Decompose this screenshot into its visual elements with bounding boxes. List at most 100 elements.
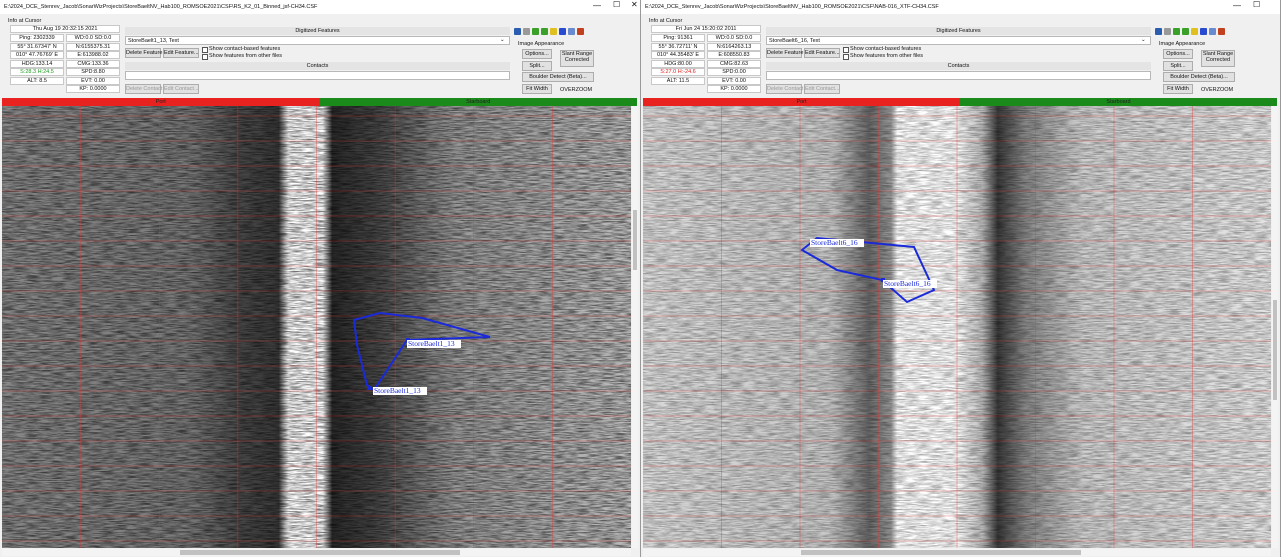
overzoom-label: OVERZOOM: [1201, 86, 1233, 94]
toolbar-icon[interactable]: [1218, 28, 1225, 35]
fit-width-button[interactable]: Fit Width: [522, 84, 552, 94]
info-date: Thu Aug 19 20:32:15 2021: [10, 25, 120, 33]
boulder-detect-button[interactable]: Boulder Detect (Beta)...: [1163, 72, 1235, 82]
features-header: Digitized Features: [766, 27, 1151, 35]
contact-dropdown[interactable]: [125, 71, 510, 80]
info-field: Ping: 2302339: [10, 34, 64, 42]
info-field: SPD:8.80: [66, 68, 120, 76]
info-date: Fri Jun 24 15:20:02 2011: [651, 25, 761, 33]
info-field: N:6164263.13: [707, 43, 761, 51]
info-field: CMG:133.36: [66, 60, 120, 68]
scroll-thumb[interactable]: [1273, 300, 1277, 400]
dropdown-arrow: ⌄: [1141, 36, 1146, 44]
info-field: ALT: 8.5: [10, 77, 64, 85]
minimize-button[interactable]: —: [593, 2, 601, 10]
options-button[interactable]: Options...: [522, 49, 552, 59]
window: E:\2024_DCE_Stenrev_Jacob\SonarWizProjec…: [0, 0, 641, 557]
info-field: S:27.0 H:-24.6: [651, 68, 705, 76]
info-field: 55° 31.67347' N: [10, 43, 64, 51]
checkbox[interactable]: [843, 47, 849, 53]
fit-width-button[interactable]: Fit Width: [1163, 84, 1193, 94]
info-field: KP: 0.0000: [707, 85, 761, 93]
info-label: Info at Cursor: [8, 17, 41, 25]
info-field: HDG:80.00: [651, 60, 705, 68]
split-button[interactable]: Split...: [1163, 61, 1193, 71]
scroll-thumb[interactable]: [180, 550, 460, 555]
appearance-label: Image Appearance: [1159, 40, 1205, 48]
delete-contact-button[interactable]: Delete Contact: [766, 84, 802, 94]
info-label: Info at Cursor: [649, 17, 682, 25]
info-field: 55° 36.72711' N: [651, 43, 705, 51]
appearance-label: Image Appearance: [518, 40, 564, 48]
toolbar-icon[interactable]: [514, 28, 521, 35]
info-field: WD:0.0 SD:0.0: [66, 34, 120, 42]
close-button[interactable]: ✕: [631, 1, 638, 9]
sonar-image[interactable]: StoreBaelt6_16 StoreBaelt6_16: [643, 106, 1271, 548]
toolbar-icon[interactable]: [523, 28, 530, 35]
checkbox-label: Show features from other files: [850, 52, 923, 60]
window-title: E:\2024_DCE_Stenrev_Jacob\SonarWizProjec…: [4, 3, 317, 11]
features-header: Digitized Features: [125, 27, 510, 35]
checkbox-label: Show features from other files: [209, 52, 282, 60]
window-title: E:\2024_DCE_Stenrev_Jacob\SonarWizProjec…: [645, 3, 939, 11]
info-field: EVT: 0.00: [66, 77, 120, 85]
boulder-detect-button[interactable]: Boulder Detect (Beta)...: [522, 72, 594, 82]
starboard-label: Starboard: [320, 98, 638, 106]
info-field: 010° 44.35483' E: [651, 51, 705, 59]
slant-range-button[interactable]: Slant Range Corrected: [1201, 50, 1235, 67]
maximize-button[interactable]: ☐: [613, 1, 620, 9]
port-label: Port: [643, 98, 960, 106]
scroll-thumb[interactable]: [633, 210, 637, 270]
contacts-header: Contacts: [766, 62, 1151, 70]
toolbar-icon[interactable]: [550, 28, 557, 35]
delete-feature-button[interactable]: Delete Feature: [125, 48, 161, 58]
slant-range-button[interactable]: Slant Range Corrected: [560, 50, 594, 67]
checkbox[interactable]: [202, 54, 208, 60]
window: E:\2024_DCE_Stenrev_Jacob\SonarWizProjec…: [641, 0, 1281, 557]
scroll-thumb[interactable]: [801, 550, 1081, 555]
toolbar-icon[interactable]: [532, 28, 539, 35]
port-label: Port: [2, 98, 320, 106]
toolbar-icon[interactable]: [1182, 28, 1189, 35]
delete-feature-button[interactable]: Delete Feature: [766, 48, 802, 58]
toolbar-icon[interactable]: [1155, 28, 1162, 35]
edit-feature-button[interactable]: Edit Feature...: [163, 48, 199, 58]
info-field: N:6155375.31: [66, 43, 120, 51]
delete-contact-button[interactable]: Delete Contact: [125, 84, 161, 94]
toolbar-icon[interactable]: [1209, 28, 1216, 35]
feature-dropdown[interactable]: StoreBaelt6_16, Text: [766, 36, 1151, 45]
info-field: 010° 47.76769' E: [10, 51, 64, 59]
toolbar-icon[interactable]: [541, 28, 548, 35]
toolbar-icon[interactable]: [577, 28, 584, 35]
contacts-header: Contacts: [125, 62, 510, 70]
toolbar-icon[interactable]: [568, 28, 575, 35]
feature-label: StoreBaelt6_16: [811, 238, 858, 247]
toolbar-icon[interactable]: [1173, 28, 1180, 35]
info-field: ALT: 11.5: [651, 77, 705, 85]
info-field: E:608550.83: [707, 51, 761, 59]
toolbar-icon[interactable]: [559, 28, 566, 35]
options-button[interactable]: Options...: [1163, 49, 1193, 59]
dropdown-arrow: ⌄: [500, 36, 505, 44]
feature-label: StoreBaelt6_16: [884, 279, 931, 288]
starboard-label: Starboard: [960, 98, 1277, 106]
feature-dropdown[interactable]: StoreBaelt1_13, Text: [125, 36, 510, 45]
info-field: Ping: 91361: [651, 34, 705, 42]
checkbox[interactable]: [202, 47, 208, 53]
contact-dropdown[interactable]: [766, 71, 1151, 80]
info-field: HDG:133.14: [10, 60, 64, 68]
checkbox[interactable]: [843, 54, 849, 60]
toolbar-icon[interactable]: [1191, 28, 1198, 35]
split-button[interactable]: Split...: [522, 61, 552, 71]
toolbar-icon[interactable]: [1200, 28, 1207, 35]
edit-contact-button[interactable]: Edit Contact...: [163, 84, 199, 94]
vertical-scrollbar[interactable]: [632, 106, 638, 548]
feature-label: StoreBaelt1_13: [408, 339, 455, 348]
minimize-button[interactable]: —: [1233, 2, 1241, 10]
toolbar-icon[interactable]: [1164, 28, 1171, 35]
info-field: E:613988.02: [66, 51, 120, 59]
edit-contact-button[interactable]: Edit Contact...: [804, 84, 840, 94]
maximize-button[interactable]: ☐: [1253, 1, 1260, 9]
edit-feature-button[interactable]: Edit Feature...: [804, 48, 840, 58]
